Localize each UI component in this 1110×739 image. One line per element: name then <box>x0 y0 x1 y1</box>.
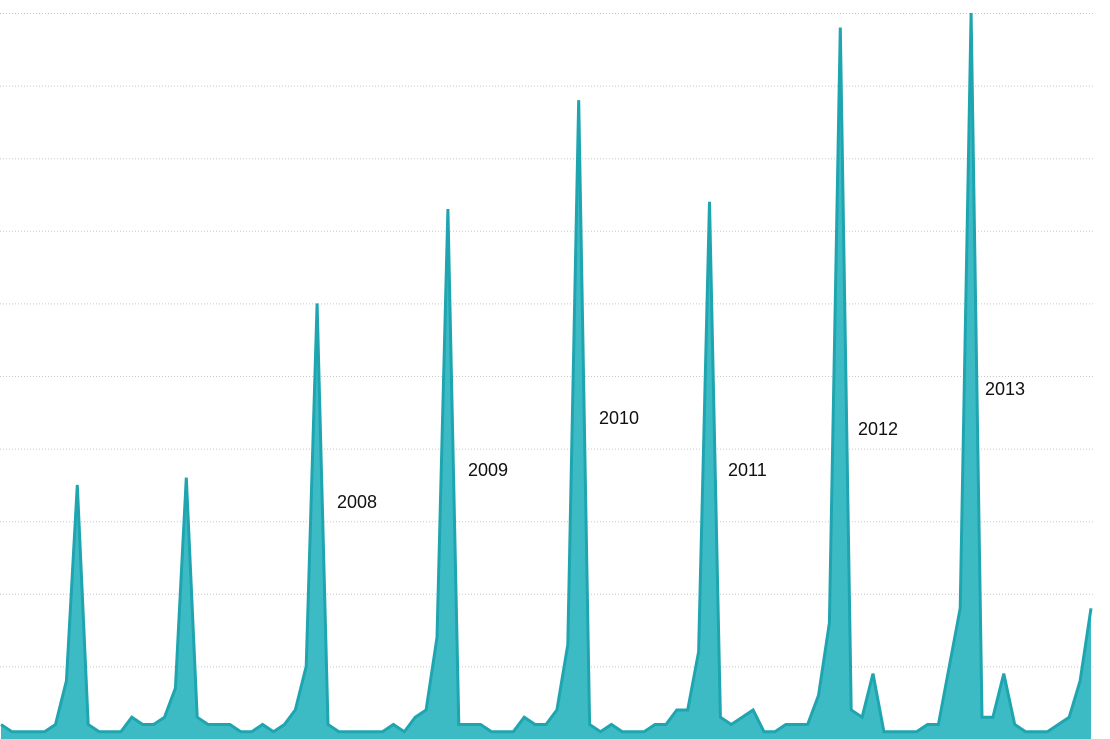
year-annotation: 2009 <box>468 460 508 480</box>
year-annotation: 2010 <box>599 408 639 428</box>
area-outline <box>0 12 1093 734</box>
year-annotation: 2011 <box>728 460 767 480</box>
year-annotation: 2013 <box>985 379 1025 399</box>
year-annotation: 2008 <box>337 492 377 512</box>
year-annotation: 2012 <box>858 419 898 439</box>
